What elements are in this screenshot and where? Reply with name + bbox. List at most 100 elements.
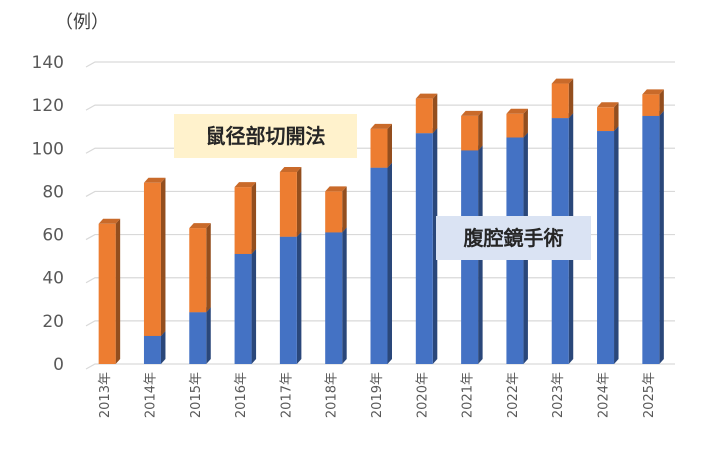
bar-side [614, 126, 619, 365]
bar-front [189, 228, 207, 313]
x-tick-label: 2018年 [325, 372, 340, 418]
callout-label: 腹腔鏡手術 [464, 226, 564, 250]
bar-segment [189, 307, 211, 364]
bar-front [143, 335, 161, 364]
bar-top [98, 218, 121, 224]
y-unit-label: （例） [55, 12, 109, 33]
bar-segment [415, 128, 438, 364]
bar-segment [551, 78, 574, 119]
callout-box [174, 114, 357, 158]
bar-top [325, 186, 347, 192]
bar-side [614, 102, 619, 132]
bar-segment [597, 102, 619, 132]
x-tick-label: 2016年 [234, 372, 249, 418]
bar-front [415, 98, 433, 134]
bar-front [325, 232, 343, 364]
bar-top [597, 102, 619, 108]
x-tick-label: 2022年 [506, 372, 521, 418]
callout-label: 鼠径部切開法 [206, 124, 326, 148]
y-tick-label: 20 [42, 312, 64, 332]
bar-front [234, 253, 252, 364]
bar-top [551, 78, 574, 84]
x-tick-label: 2023年 [551, 372, 566, 418]
bar-segment [597, 126, 619, 365]
x-axis-ticks: 2013年 2014年 2015年 2016年 2017年 2018年 2019年 2020年… [98, 372, 657, 418]
bar-segment [642, 110, 664, 364]
bar-side [160, 177, 166, 336]
bar-segment [279, 167, 302, 237]
bar-front [325, 191, 343, 233]
gridline [85, 363, 675, 370]
bar-segment [325, 227, 347, 364]
y-tick-label: 40 [42, 269, 64, 289]
bar-front [461, 115, 479, 151]
bar-front [597, 107, 615, 132]
bar-side [251, 182, 257, 254]
x-tick-label: 2015年 [189, 372, 204, 418]
x-tick-label: 2014年 [143, 372, 158, 418]
bar-side [251, 248, 257, 364]
y-tick-label: 80 [42, 182, 64, 202]
bar-front [234, 187, 252, 254]
bar-segment [461, 110, 483, 151]
bar-side [296, 167, 302, 237]
bar-side [206, 223, 211, 313]
bar-side [206, 307, 211, 364]
y-axis-ticks: 0 20 40 60 80 100 120 140 [32, 53, 64, 375]
gridlines [85, 61, 675, 370]
x-tick-label: 2021年 [461, 372, 476, 418]
bar-top [415, 93, 438, 99]
x-tick-label: 2020年 [415, 372, 430, 418]
bar-side [387, 162, 392, 364]
bar-front [279, 172, 297, 237]
x-tick-label: 2013年 [98, 372, 113, 418]
bar-top [234, 182, 257, 188]
bar-front [98, 223, 116, 364]
gridline [85, 61, 675, 68]
bar-segment [506, 108, 528, 138]
y-tick-label: 120 [32, 96, 64, 116]
bar-segment [642, 89, 664, 116]
bar-top [279, 167, 302, 173]
bar-segment [370, 162, 392, 364]
bar-front [642, 94, 660, 116]
bar-side [115, 218, 121, 364]
bar-side [296, 231, 302, 364]
bar-front [551, 83, 569, 119]
bar-side [568, 78, 574, 119]
bar-side [523, 108, 528, 138]
bar-segment [279, 231, 302, 364]
bar-front [189, 312, 207, 364]
bar-front [143, 182, 161, 336]
y-tick-label: 140 [32, 53, 64, 73]
bar-side [342, 227, 347, 364]
bar-segment [98, 218, 121, 364]
bar-segment [370, 123, 392, 168]
bar-side [478, 110, 483, 151]
x-tick-label: 2017年 [279, 372, 294, 418]
bar-segment [415, 93, 438, 134]
bar-front [506, 113, 524, 138]
y-tick-label: 0 [53, 355, 64, 375]
bar-top [461, 110, 483, 116]
bar-segment [234, 248, 257, 364]
bar-front [642, 115, 660, 364]
bar-side [432, 128, 438, 364]
bar-segment [143, 177, 166, 336]
bar-top [642, 89, 664, 95]
bar-side [659, 110, 664, 364]
bar-top [506, 108, 528, 114]
bar-segment [325, 186, 347, 233]
x-tick-label: 2019年 [370, 372, 385, 418]
y-tick-label: 60 [42, 226, 64, 246]
bar-front [415, 133, 433, 364]
bar-front [370, 128, 388, 168]
bar-side [432, 93, 438, 134]
x-tick-label: 2025年 [642, 372, 657, 418]
callout-box [436, 216, 591, 260]
gridline [85, 104, 675, 111]
bar-side [387, 123, 392, 168]
bar-side [160, 330, 166, 364]
bar-top [143, 177, 166, 183]
